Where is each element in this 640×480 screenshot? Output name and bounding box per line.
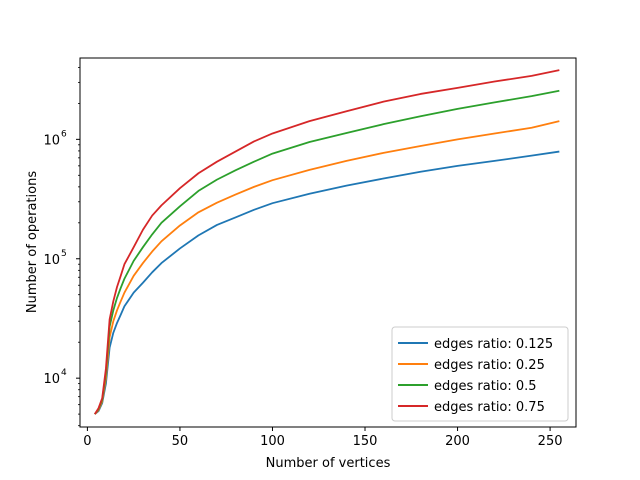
legend-label-3: edges ratio: 0.75 <box>434 400 545 415</box>
x-tick-label: 250 <box>538 434 563 449</box>
x-axis-ticks: 0 50 100 150 200 250 <box>83 427 563 449</box>
y-tick-exponent: 6 <box>61 129 67 139</box>
x-tick-label: 0 <box>83 434 91 449</box>
series-line-1 <box>94 120 560 415</box>
legend: edges ratio: 0.125 edges ratio: 0.25 edg… <box>391 326 569 422</box>
y-tick-label: 10 <box>43 253 60 268</box>
y-axis-label: Number of operations <box>25 171 40 313</box>
y-tick-label: 10 <box>43 133 60 148</box>
y-tick-exponent: 4 <box>61 368 67 378</box>
legend-entry-1: edges ratio: 0.25 <box>398 358 545 373</box>
series-line-0 <box>94 150 560 415</box>
y-tick-label: 10 <box>43 372 60 387</box>
legend-label-1: edges ratio: 0.25 <box>434 358 545 373</box>
x-tick-label: 200 <box>445 434 470 449</box>
legend-frame <box>391 326 569 422</box>
y-tick-exponent: 5 <box>61 249 67 259</box>
series-lines <box>94 69 560 415</box>
legend-entry-3: edges ratio: 0.75 <box>398 400 545 415</box>
x-tick-label: 150 <box>353 434 378 449</box>
legend-entry-2: edges ratio: 0.5 <box>398 379 537 394</box>
x-tick-label: 50 <box>172 434 189 449</box>
x-tick-label: 100 <box>260 434 285 449</box>
plot-frame <box>79 57 577 428</box>
x-axis-label: Number of vertices <box>266 456 391 471</box>
legend-entry-0: edges ratio: 0.125 <box>398 337 553 352</box>
legend-label-0: edges ratio: 0.125 <box>434 337 553 352</box>
series-line-3 <box>94 69 560 415</box>
legend-label-2: edges ratio: 0.5 <box>434 379 537 394</box>
series-line-2 <box>94 89 560 415</box>
